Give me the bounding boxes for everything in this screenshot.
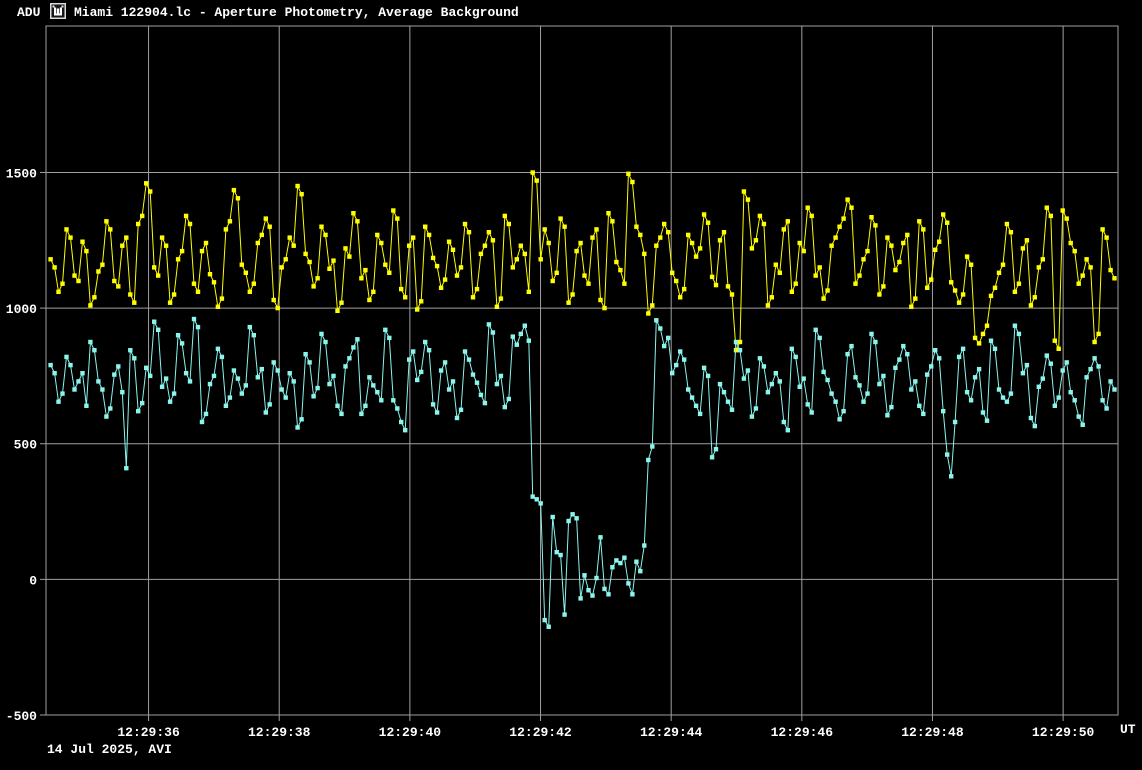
x-tick-label: 12:29:36 (117, 725, 180, 740)
x-tick-label: 12:29:44 (640, 725, 703, 740)
y-tick-label: 500 (14, 438, 38, 453)
y-tick-label: -500 (6, 709, 37, 724)
x-tick-label: 12:29:46 (771, 725, 834, 740)
x-tick-label: 12:29:40 (379, 725, 442, 740)
plot-border (46, 26, 1118, 715)
light-curve-window: 12:29:36 12:29:38 12:29:40 12:29:42 12:29:44… (0, 0, 1142, 770)
x-axis-unit-label: UT (1120, 722, 1136, 737)
series-markers-cyan (48, 317, 1116, 629)
series-line-cyan (51, 319, 1115, 627)
app-icon (50, 3, 66, 19)
y-axis-unit-label: ADU (17, 5, 40, 20)
x-tick-label: 12:29:42 (509, 725, 572, 740)
y-tick-label: 1500 (6, 166, 37, 181)
y-tick-label: 0 (29, 573, 37, 588)
x-tick-label: 12:29:48 (901, 725, 964, 740)
window-title[interactable]: Miami 122904.lc - Aperture Photometry, A… (74, 5, 519, 20)
x-tick-label: 12:29:38 (248, 725, 311, 740)
x-tick-label: 12:29:50 (1032, 725, 1095, 740)
photometry-light-curve-chart: 12:29:36 12:29:38 12:29:40 12:29:42 12:29:44… (0, 0, 1142, 770)
date-stamp: 14 Jul 2025, AVI (47, 742, 172, 757)
series-line-yellow (51, 173, 1115, 351)
y-tick-label: 1000 (6, 302, 37, 317)
